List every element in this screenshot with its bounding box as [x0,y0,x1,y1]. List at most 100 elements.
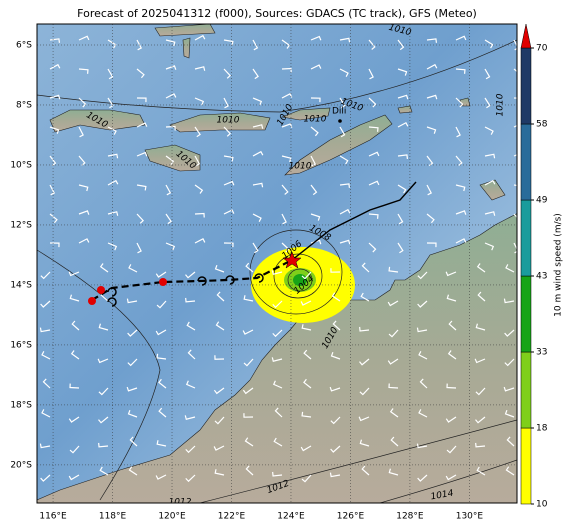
wind-barb [187,349,196,360]
wind-barb [242,329,254,335]
wind-barb [339,155,349,165]
wind-barb [136,122,148,128]
wind-barb [194,184,204,194]
wind-barb [49,63,61,70]
lat-tick-label: 20°S [10,460,32,470]
wind-barb [243,295,254,302]
wind-barb [40,300,51,308]
wind-barb [368,97,377,108]
wind-barb [368,126,379,132]
wind-barb [368,180,380,186]
wind-barb [165,39,176,47]
wind-barb [281,67,292,73]
wind-barb [41,351,51,360]
wind-barb [126,386,138,392]
wind-barb [107,68,114,80]
wind-barb [476,466,486,476]
lat-tick-label: 18°S [10,400,32,410]
wind-barb [477,291,486,302]
wind-barb [107,179,119,186]
colorbar-tick-label: 49 [536,196,548,206]
colorbar-tick-label: 58 [536,120,548,130]
wind-barb [69,445,80,454]
lat-tick-label: 12°S [10,220,32,230]
wind-barb [185,445,196,454]
wind-barb [310,97,321,103]
wind-barb [39,327,51,333]
wind-barb [281,213,287,225]
wind-barb [214,416,225,425]
wind-barb [332,320,341,331]
wind-barb [97,358,109,364]
wind-barb [274,407,283,418]
wind-barb [194,97,205,106]
wind-barb [98,442,109,448]
lon-tick-label: 120°E [158,512,186,522]
wind-barb [129,436,138,447]
wind-barb [310,184,318,196]
wind-barb [330,268,341,273]
wind-barb [388,266,399,273]
wind-barb [359,358,370,366]
wind-barb [70,350,80,360]
isobar-label: 1010 [217,116,240,126]
wind-barb [68,416,80,423]
wind-barb [223,180,235,186]
wind-barb [136,213,145,224]
wind-barbs [39,34,517,483]
wind-barb [194,126,201,138]
wind-barb [39,443,51,449]
wind-barb [388,329,399,338]
wind-barb [475,416,486,424]
wind-barb [475,387,486,396]
wind-barb [339,37,351,43]
wind-barb [156,353,167,360]
wind-barb [194,66,206,71]
lon-tick-label: 118°E [99,512,127,522]
wind-barb [155,329,167,336]
wind-barb [68,271,80,277]
wind-barb [505,264,515,273]
wind-barb [194,238,206,244]
colorbar-segment [520,351,532,429]
wind-barb [368,68,374,80]
wind-barb [281,123,293,128]
wind-barb [165,65,177,70]
wind-barb [223,39,234,46]
wind-barb [243,358,254,367]
wind-barb [504,358,515,367]
wind-barb [281,242,290,253]
wind-barb [223,97,229,109]
wind-barb [272,471,283,477]
wind-barb [445,474,457,481]
map-title: Forecast of 2025041312 (f000), Sources: … [77,7,477,20]
wind-barb [252,182,264,188]
wind-barb [513,242,517,254]
colorbar-segment [520,275,532,353]
wind-barb [445,271,457,277]
wind-barb [128,264,138,273]
wind-barb [445,416,457,423]
wind-barb [245,465,254,476]
wind-barb [107,39,117,49]
wind-barb [426,184,433,196]
wind-barb [301,271,312,280]
lat-tick-label: 16°S [10,340,32,350]
wind-barb [484,179,496,186]
wind-barb [426,242,437,248]
wind-barb [339,239,351,245]
wind-barb [504,329,515,337]
wind-barb [359,326,370,332]
wind-barb [136,39,143,51]
wind-barb [447,350,457,360]
wind-barb [484,126,494,135]
wind-barb [310,155,317,167]
wind-barb [69,383,80,389]
wind-barb [213,387,225,395]
lat-tick-label: 8°S [16,100,32,110]
wind-barb [455,155,463,166]
wind-barb [252,213,262,222]
wind-barb [426,63,438,70]
wind-barb [331,292,341,302]
wind-barb [358,416,370,422]
